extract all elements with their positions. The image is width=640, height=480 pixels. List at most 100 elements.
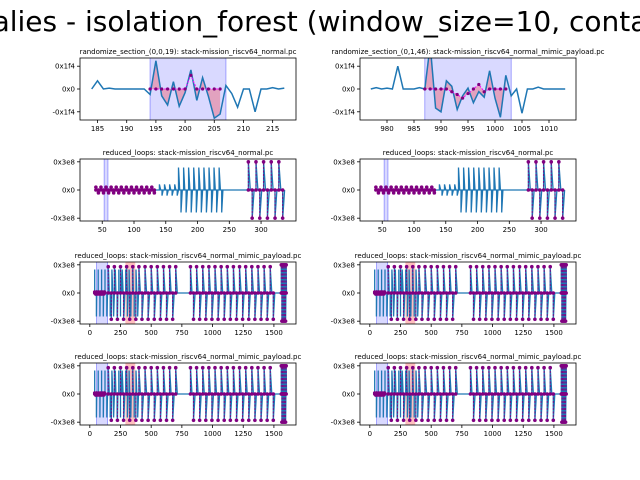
anomaly-point bbox=[121, 418, 126, 423]
anomaly-point bbox=[526, 392, 531, 396]
anomaly-point bbox=[536, 365, 540, 370]
x-tick-label: 200 bbox=[191, 226, 204, 234]
anomaly-point bbox=[183, 87, 187, 91]
y-tick-label: 0x1f4 bbox=[55, 63, 76, 71]
anomaly-point bbox=[134, 291, 138, 295]
anomaly-point bbox=[410, 264, 415, 269]
anomaly-point bbox=[530, 216, 534, 220]
anomaly-point bbox=[271, 392, 276, 396]
anomaly-point bbox=[191, 291, 196, 295]
anomaly-point bbox=[386, 191, 391, 195]
anomaly-point bbox=[450, 418, 455, 423]
anomaly-point bbox=[114, 185, 119, 189]
anomaly-point bbox=[127, 418, 132, 423]
anomaly-point bbox=[134, 185, 139, 189]
anomaly-point bbox=[548, 264, 553, 269]
anomaly-point bbox=[539, 418, 543, 423]
anomaly-point bbox=[194, 392, 199, 396]
anomaly-point bbox=[426, 418, 430, 423]
anomaly-point bbox=[188, 365, 193, 370]
anomaly-point bbox=[213, 365, 217, 370]
anomaly-point bbox=[384, 188, 388, 192]
anomaly-point bbox=[511, 264, 516, 269]
anomaly-point bbox=[273, 188, 277, 192]
x-tick-label: 50 bbox=[98, 226, 107, 234]
anomaly-point bbox=[409, 185, 414, 189]
x-tick-label: 50 bbox=[378, 226, 387, 234]
anomaly-point bbox=[277, 160, 281, 164]
anomaly-point bbox=[152, 188, 157, 192]
anomaly-point bbox=[106, 392, 111, 396]
anomaly-point bbox=[148, 87, 152, 91]
anomaly-point bbox=[504, 87, 508, 91]
anomaly-point bbox=[493, 264, 497, 269]
anomaly-point bbox=[477, 392, 482, 396]
anomaly-point bbox=[99, 188, 103, 192]
subplot-title: randomize_section_(0,1,46): stack-missio… bbox=[331, 48, 604, 56]
anomaly-point bbox=[109, 185, 113, 189]
anomaly-point bbox=[161, 291, 166, 295]
anomaly-point bbox=[545, 317, 549, 322]
y-tick-label: -0x3e8 bbox=[51, 215, 75, 223]
x-tick-label: 985 bbox=[407, 125, 420, 133]
anomaly-point bbox=[188, 264, 193, 269]
anomaly-point bbox=[210, 317, 214, 322]
anomaly-point bbox=[548, 392, 553, 396]
anomaly-point bbox=[505, 365, 510, 370]
anomaly-point bbox=[246, 291, 251, 295]
anomaly-point bbox=[195, 87, 199, 91]
anomaly-point bbox=[517, 264, 522, 269]
anomaly-point bbox=[254, 160, 258, 164]
anomaly-point bbox=[398, 264, 403, 269]
anomaly-point bbox=[250, 365, 254, 370]
x-tick-label: 195 bbox=[149, 125, 162, 133]
anomaly-point bbox=[429, 188, 434, 192]
anomaly-point bbox=[412, 188, 416, 192]
anomaly-point bbox=[435, 365, 440, 370]
anomaly-point bbox=[137, 291, 141, 295]
anomaly-point bbox=[127, 191, 131, 195]
anomaly-point bbox=[139, 185, 144, 189]
anomaly-point bbox=[149, 185, 154, 189]
anomaly-point bbox=[526, 418, 531, 423]
anomaly-point bbox=[419, 185, 424, 189]
anomaly-point bbox=[106, 264, 111, 269]
y-tick-label: 0x0 bbox=[342, 290, 355, 298]
anomaly-point bbox=[96, 191, 101, 195]
anomaly-point bbox=[115, 291, 120, 295]
anomaly-point bbox=[161, 264, 166, 269]
anomaly-point bbox=[557, 160, 561, 164]
anomaly-point bbox=[112, 291, 117, 295]
anomaly-point bbox=[441, 365, 446, 370]
anomaly-point bbox=[219, 264, 223, 269]
x-tick-label: 150 bbox=[159, 226, 172, 234]
anomaly-point bbox=[429, 185, 434, 189]
anomaly-point bbox=[155, 365, 160, 370]
anomaly-point bbox=[549, 160, 554, 164]
y-tick-label: 0x0 bbox=[62, 290, 75, 298]
anomaly-point bbox=[246, 418, 251, 423]
anomaly-point bbox=[432, 317, 437, 322]
anomaly-point bbox=[256, 264, 260, 269]
anomaly-point bbox=[499, 291, 503, 295]
anomaly-point bbox=[102, 291, 107, 295]
x-tick-label: 250 bbox=[503, 226, 516, 234]
anomaly-point bbox=[143, 264, 147, 269]
anomaly-point bbox=[551, 291, 556, 295]
anomaly-point bbox=[109, 418, 114, 423]
anomaly-point bbox=[191, 418, 196, 423]
anomaly-point bbox=[122, 191, 126, 195]
anomaly-point bbox=[142, 188, 146, 192]
anomaly-point bbox=[517, 365, 522, 370]
anomaly-point bbox=[106, 191, 111, 195]
anomaly-point bbox=[170, 418, 175, 423]
subplot-4: reduced_loops: stack-mission_riscv64_nor… bbox=[331, 149, 577, 234]
anomaly-point bbox=[250, 216, 254, 220]
anomaly-point bbox=[553, 216, 557, 220]
y-tick-label: 0x0 bbox=[342, 391, 355, 399]
anomaly-point bbox=[268, 392, 273, 396]
anomaly-point bbox=[155, 264, 160, 269]
anomaly-point bbox=[127, 317, 132, 322]
anomaly-point bbox=[399, 185, 404, 189]
